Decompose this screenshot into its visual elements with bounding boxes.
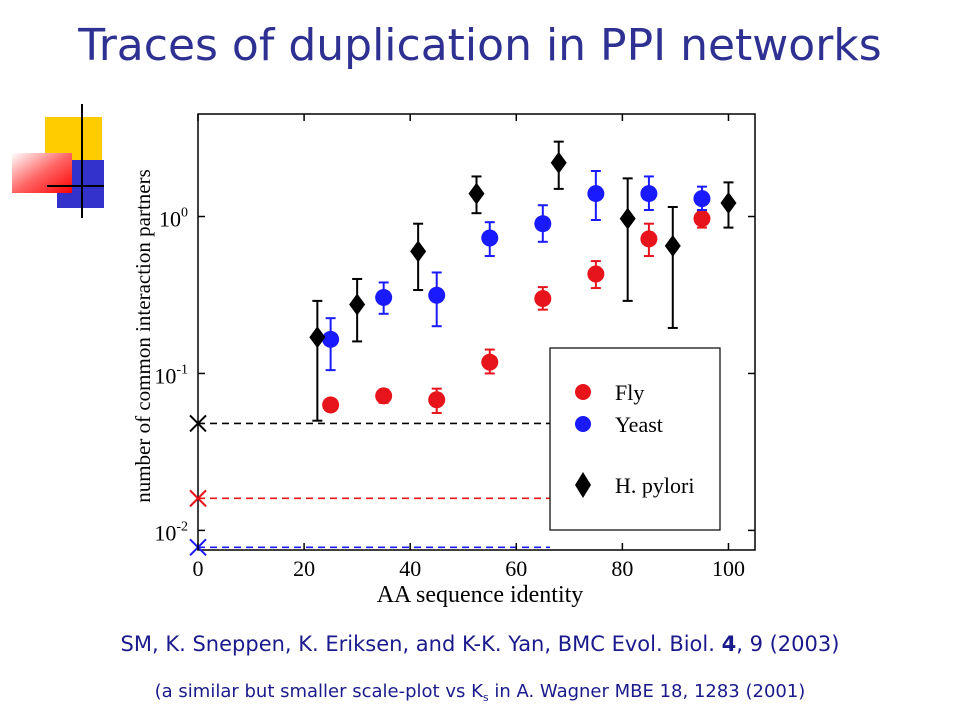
yeast-point <box>322 330 340 348</box>
yeast-point <box>375 288 393 306</box>
y-tick-label: 10-2 <box>154 519 188 545</box>
fly-point <box>481 353 499 371</box>
fly-point <box>640 230 658 248</box>
note-text-end: in A. Wagner MBE 18, 1283 (2001) <box>488 681 806 702</box>
fly-point <box>322 396 340 414</box>
citation-pages: , 9 (2003) <box>736 632 840 656</box>
fly-point <box>693 210 711 228</box>
h-pylori-point <box>619 207 636 230</box>
reference-cross-marker <box>189 489 207 508</box>
yeast-point <box>481 229 499 247</box>
fly-point <box>428 391 446 409</box>
fly-point <box>375 387 393 405</box>
h-pylori-point <box>550 151 567 174</box>
citation: SM, K. Sneppen, K. Eriksen, and K-K. Yan… <box>0 632 960 656</box>
x-axis-label: AA sequence identity <box>377 582 584 608</box>
x-tick-label: 80 <box>611 556 633 581</box>
x-tick-label: 100 <box>712 556 745 581</box>
h-pylori-point <box>664 234 681 257</box>
slide-decoration-icon <box>12 104 104 218</box>
x-tick-label: 60 <box>505 556 527 581</box>
x-tick-label: 0 <box>193 556 204 581</box>
note-text-start: (a similar but smaller scale-plot vs K <box>154 681 483 702</box>
legend <box>549 347 721 531</box>
x-tick-label: 20 <box>293 556 315 581</box>
y-tick-label: 100 <box>159 206 188 232</box>
citation-volume: 4 <box>721 632 737 656</box>
legend-hpylori-label: H. pylori <box>615 473 694 498</box>
h-pylori-point <box>720 191 737 214</box>
note-subscript: s <box>482 691 489 704</box>
legend-fly-label: Fly <box>615 380 644 405</box>
yeast-point <box>428 286 446 304</box>
y-tick-label: 10-1 <box>154 362 188 388</box>
h-pylori-point <box>468 182 485 205</box>
x-tick-label: 40 <box>399 556 421 581</box>
yeast-point <box>587 185 605 203</box>
legend-yeast-label: Yeast <box>615 412 663 437</box>
y-axis-label: number of common interaction partners <box>131 169 155 503</box>
h-pylori-point <box>410 240 427 263</box>
related-work-note: (a similar but smaller scale-plot vs Ks … <box>0 681 960 704</box>
h-pylori-point <box>349 293 366 316</box>
fly-point <box>534 290 552 308</box>
yeast-point <box>534 215 552 233</box>
yeast-point <box>693 190 711 208</box>
fly-point <box>587 265 605 283</box>
legend-yeast-marker <box>575 416 591 432</box>
slide-title: Traces of duplication in PPI networks <box>78 20 882 71</box>
citation-authors: SM, K. Sneppen, K. Eriksen, and K-K. Yan… <box>120 632 722 656</box>
reference-cross-marker <box>189 414 207 433</box>
legend-hpylori-marker <box>575 472 591 498</box>
yeast-point <box>640 185 658 203</box>
plot-area <box>197 113 756 551</box>
legend-fly-marker <box>575 384 591 400</box>
chart: 0 20 40 60 80 100 10-2 10-1 100 Fly Yeast H. py… <box>131 113 756 608</box>
h-pylori-point <box>309 326 326 349</box>
